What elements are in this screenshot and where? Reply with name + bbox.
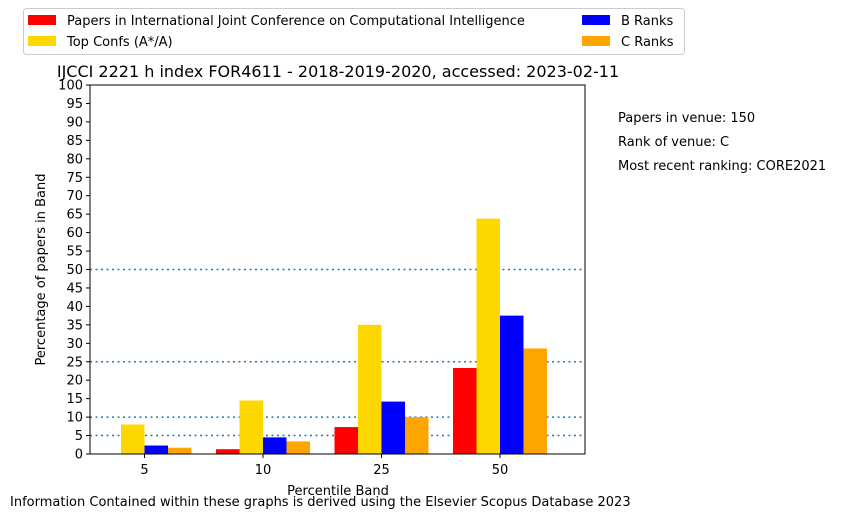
y-tick-label: 0	[75, 448, 83, 463]
legend-swatch-1	[28, 15, 56, 25]
legend-label-4: C Ranks	[621, 35, 674, 50]
bar-5-series-2	[121, 424, 145, 454]
y-tick-label: 15	[66, 392, 83, 407]
papers-in-venue-text: Papers in venue: 150	[618, 111, 756, 126]
bar-25-series-4	[405, 417, 429, 454]
y-tick-label: 30	[66, 337, 83, 352]
bar-25-series-2	[358, 324, 382, 454]
bar-25-series-3	[381, 401, 405, 454]
bar-5-series-4	[168, 447, 192, 454]
legend-swatch-4	[582, 36, 610, 46]
legend-swatch-2	[28, 36, 56, 46]
y-tick-label: 10	[66, 411, 83, 426]
x-axis: 5 10 25 50	[140, 454, 508, 478]
y-tick-label: 95	[66, 97, 83, 112]
y-tick-label: 100	[58, 79, 83, 94]
bar-50-series-3	[500, 315, 524, 454]
y-tick-label: 90	[66, 115, 83, 130]
bars	[121, 218, 547, 454]
bar-10-series-2	[239, 400, 263, 454]
y-tick-label: 60	[66, 226, 83, 241]
bar-10-series-4	[286, 441, 310, 454]
y-tick-label: 55	[66, 245, 83, 260]
y-tick-label: 40	[66, 300, 83, 315]
x-tick-label: 25	[373, 463, 390, 478]
x-tick-label: 10	[255, 463, 272, 478]
y-axis: 0 5 10 15 20 25 30 35 40 45 50 55 60 65 70 75 80 85 90 95 10…	[58, 79, 90, 463]
y-tick-label: 50	[66, 263, 83, 278]
bar-50-series-4	[523, 348, 547, 454]
legend-swatch-3	[582, 15, 610, 25]
legend-frame	[23, 8, 685, 55]
y-tick-label: 85	[66, 134, 83, 149]
legend-label-1: Papers in International Joint Conference…	[67, 14, 525, 29]
y-tick-label: 70	[66, 189, 83, 204]
rank-of-venue-text: Rank of venue: C	[618, 135, 730, 150]
y-tick-label: 45	[66, 281, 83, 296]
chart-legend: Papers in International Joint Conference…	[23, 8, 685, 55]
bar-10-series-1	[216, 449, 240, 454]
bar-25-series-1	[334, 427, 358, 454]
x-tick-label: 50	[492, 463, 509, 478]
bar-5-series-3	[144, 445, 168, 454]
bar-50-series-1	[453, 368, 477, 454]
y-tick-label: 5	[75, 429, 83, 444]
y-tick-label: 35	[66, 318, 83, 333]
y-tick-label: 65	[66, 208, 83, 223]
data-source-footer: Information Contained within these graph…	[10, 495, 631, 510]
y-tick-label: 20	[66, 374, 83, 389]
legend-label-3: B Ranks	[621, 14, 674, 29]
x-tick-label: 5	[140, 463, 148, 478]
chart-title: IJCCI 2221 h index FOR4611 - 2018-2019-2…	[57, 62, 619, 81]
bar-10-series-3	[263, 437, 287, 454]
y-axis-label: Percentage of papers in Band	[34, 173, 49, 365]
y-tick-label: 25	[66, 355, 83, 370]
legend-label-2: Top Confs (A*/A)	[66, 35, 173, 50]
bar-50-series-2	[476, 218, 500, 454]
most-recent-ranking-text: Most recent ranking: CORE2021	[618, 159, 827, 174]
x-axis-label: Percentile Band	[287, 484, 389, 499]
y-tick-label: 80	[66, 152, 83, 167]
y-tick-label: 75	[66, 171, 83, 186]
